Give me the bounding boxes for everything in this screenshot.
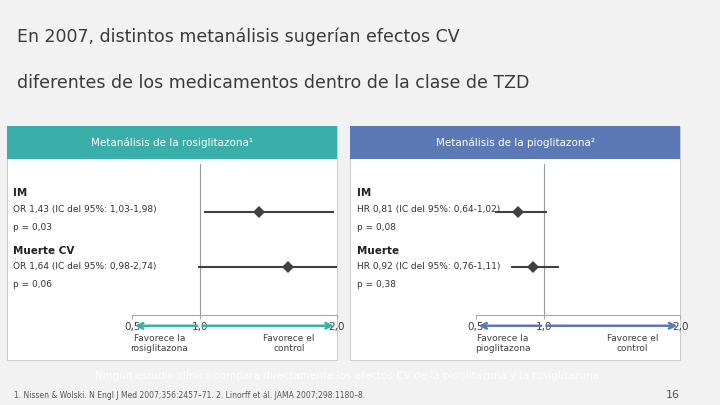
Text: p = 0,03: p = 0,03 xyxy=(13,223,53,232)
Text: diferentes de los medicamentos dentro de la clase de TZD: diferentes de los medicamentos dentro de… xyxy=(17,74,530,92)
Text: p = 0,06: p = 0,06 xyxy=(13,280,53,290)
Text: Ningún estudio clínico compara directamente los efectos CV de la pioglitazona y : Ningún estudio clínico compara directame… xyxy=(95,371,599,381)
Bar xyxy=(351,126,680,360)
Text: En 2007, distintos metanálisis sugerían efectos CV: En 2007, distintos metanálisis sugerían … xyxy=(17,27,460,46)
Text: Metanálisis de la pioglitazona²: Metanálisis de la pioglitazona² xyxy=(436,137,595,148)
Bar xyxy=(351,126,680,159)
Text: IM: IM xyxy=(356,188,371,198)
Text: OR 1,64 (IC del 95%: 0,98-2,74): OR 1,64 (IC del 95%: 0,98-2,74) xyxy=(13,262,156,271)
Text: Favorece el
control: Favorece el control xyxy=(607,334,658,354)
Text: IM: IM xyxy=(13,188,27,198)
Text: 16: 16 xyxy=(666,390,680,400)
Text: Favorece la
rosiglitazona: Favorece la rosiglitazona xyxy=(130,334,189,354)
Text: Muerte: Muerte xyxy=(356,246,399,256)
Text: HR 0,81 (IC del 95%: 0,64-1,02): HR 0,81 (IC del 95%: 0,64-1,02) xyxy=(356,205,500,214)
Text: Muerte CV: Muerte CV xyxy=(13,246,75,256)
Text: Metanálisis de la rosiglitazona¹: Metanálisis de la rosiglitazona¹ xyxy=(91,137,253,148)
Text: Favorece la
pioglitazona: Favorece la pioglitazona xyxy=(475,334,531,354)
Text: 1. Nissen & Wolski. N Engl J Med 2007;356:2457–71. 2. Linorff et ál. JAMA 2007;2: 1. Nissen & Wolski. N Engl J Med 2007;35… xyxy=(14,391,365,400)
Text: Favorece el
control: Favorece el control xyxy=(263,334,315,354)
Bar xyxy=(7,126,336,159)
Text: p = 0,08: p = 0,08 xyxy=(356,223,396,232)
Text: p = 0,38: p = 0,38 xyxy=(356,280,396,290)
Text: OR 1,43 (IC del 95%: 1,03-1,98): OR 1,43 (IC del 95%: 1,03-1,98) xyxy=(13,205,157,214)
Text: HR 0,92 (IC del 95%: 0,76-1,11): HR 0,92 (IC del 95%: 0,76-1,11) xyxy=(356,262,500,271)
Bar xyxy=(7,126,336,360)
